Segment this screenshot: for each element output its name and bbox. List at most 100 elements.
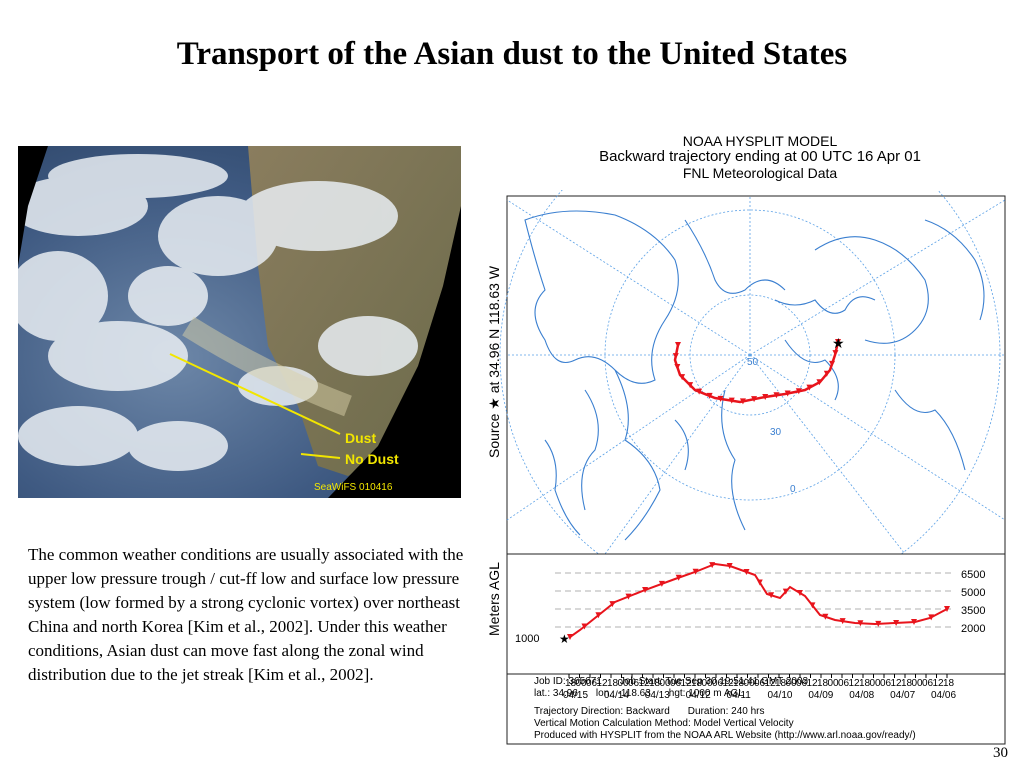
job-start: Job Start: Tue Sep 30 19:51:41 GMT 2003	[619, 676, 809, 687]
height-marker	[782, 588, 789, 595]
trajectory-marker	[823, 370, 830, 377]
date-label: 04/10	[767, 690, 792, 701]
time-tick-label: 18	[775, 678, 787, 689]
time-tick-label: 00	[702, 678, 714, 689]
height-marker	[743, 568, 750, 575]
time-tick-label: 18	[649, 678, 661, 689]
time-tick-label: 12	[807, 678, 819, 689]
trajectory-marker	[829, 360, 836, 367]
no-dust-label: No Dust	[345, 451, 399, 467]
trajectory-marker	[739, 398, 746, 405]
height-marker	[809, 602, 816, 609]
height-marker	[839, 618, 846, 625]
height-marker	[625, 593, 632, 600]
source-star-icon: ★	[832, 337, 845, 352]
time-tick-label: 00	[870, 678, 882, 689]
trajectory-marker	[832, 350, 839, 357]
time-tick-label: 12	[723, 678, 735, 689]
dust-label: Dust	[345, 430, 376, 446]
height-tick-6500: 6500	[961, 569, 985, 581]
time-tick-label: 18	[691, 678, 703, 689]
height-marker	[642, 586, 649, 593]
time-tick-label: 00	[618, 678, 630, 689]
height-tick-3500: 3500	[961, 605, 985, 617]
trajectory-marker	[784, 390, 791, 397]
hysplit-job-info: Job ID: 365671 Job Start: Tue Sep 30 19:5…	[534, 676, 1004, 742]
trajectory-marker	[717, 395, 724, 402]
height-marker	[944, 606, 950, 612]
time-tick-label: 00	[660, 678, 672, 689]
time-tick-label: 12	[933, 678, 945, 689]
trajectory-marker	[674, 364, 681, 371]
time-tick-label: 06	[628, 678, 640, 689]
date-label: 04/13	[645, 690, 670, 701]
time-tick-label: 00	[576, 678, 588, 689]
time-tick-label: 00	[744, 678, 756, 689]
date-label: 04/14	[604, 690, 629, 701]
time-tick-label: 18	[607, 678, 619, 689]
trajectory-duration: Duration: 240 hrs	[687, 706, 765, 717]
height-marker	[609, 601, 616, 608]
time-tick-label: 12	[765, 678, 777, 689]
height-start-star-icon: ★	[559, 632, 570, 646]
trajectory-marker	[687, 382, 694, 389]
time-axis: 18 00 06 12 18 00 06 12 18 00 06 12 18 00 06 12 18 00 06 12…	[506, 673, 1006, 745]
slide-number: 30	[993, 745, 1008, 761]
trajectory-marker	[672, 353, 679, 360]
date-label: 04/07	[890, 690, 915, 701]
time-tick-label: 00	[786, 678, 798, 689]
trajectory-path	[672, 339, 841, 405]
trajectory-marker	[706, 392, 713, 399]
trajectory-direction: Trajectory Direction: Backward	[534, 706, 670, 717]
date-label: 04/12	[686, 690, 711, 701]
lat-label-0: 0	[790, 484, 796, 495]
trajectory-marker	[795, 388, 802, 395]
time-tick-label: 06	[880, 678, 892, 689]
time-tick-label: 00	[828, 678, 840, 689]
date-label: 04/15	[563, 690, 588, 701]
height-marker	[581, 623, 588, 630]
time-tick-label: 18	[817, 678, 829, 689]
height-marker	[692, 568, 699, 575]
hysplit-title: NOAA HYSPLIT MODEL	[682, 133, 838, 149]
height-tick-2000: 2000	[961, 623, 985, 635]
date-label: 04/11	[727, 690, 752, 701]
date-label: 04/06	[931, 690, 956, 701]
hysplit-figure: ★ 50 30 0 6500 5000 3500 2000 1000 ★ 18 0…	[499, 190, 1006, 745]
vertical-motion-method: Vertical Motion Calculation Method: Mode…	[534, 718, 794, 729]
time-tick-label: 06	[754, 678, 766, 689]
time-tick-label: 06	[922, 678, 934, 689]
height-tick-5000: 5000	[961, 587, 985, 599]
satellite-caption: SeaWiFS 010416	[314, 482, 393, 493]
time-tick-label: 12	[849, 678, 861, 689]
lat-label-50: 50	[747, 357, 759, 368]
height-marker	[928, 614, 935, 621]
time-tick-label: 06	[586, 678, 598, 689]
time-tick-label: 18	[565, 678, 577, 689]
trajectory-marker	[696, 388, 703, 395]
height-marker	[567, 634, 573, 640]
slide-title: Transport of the Asian dust to the Unite…	[176, 36, 848, 72]
height-marker	[893, 619, 900, 626]
satellite-image: Dust No Dust SeaWiFS 010416	[18, 146, 461, 498]
start-height-label: 1000	[515, 633, 539, 645]
time-tick-label: 00	[912, 678, 924, 689]
time-tick-label: 18	[943, 678, 955, 689]
time-tick-label: 18	[733, 678, 745, 689]
time-tick-label: 12	[597, 678, 609, 689]
height-marker	[768, 592, 775, 599]
height-marker	[822, 613, 829, 620]
job-hgt: hgt: 1000 m AGL	[668, 688, 744, 699]
trajectory-map: ★ 50 30 0	[499, 190, 1006, 606]
date-label: 04/09	[808, 690, 833, 701]
height-marker	[658, 580, 665, 587]
height-marker	[756, 579, 763, 586]
body-text: The common weather conditions are usuall…	[28, 545, 464, 684]
produced-with: Produced with HYSPLIT from the NOAA ARL …	[534, 730, 916, 741]
lat-label-30: 30	[770, 427, 782, 438]
height-marker	[857, 620, 864, 627]
hysplit-data-source: FNL Meteorological Data	[682, 165, 838, 181]
time-tick-label: 06	[712, 678, 724, 689]
trajectory-marker	[751, 396, 758, 403]
job-lat: lat.: 34.96	[534, 688, 578, 699]
